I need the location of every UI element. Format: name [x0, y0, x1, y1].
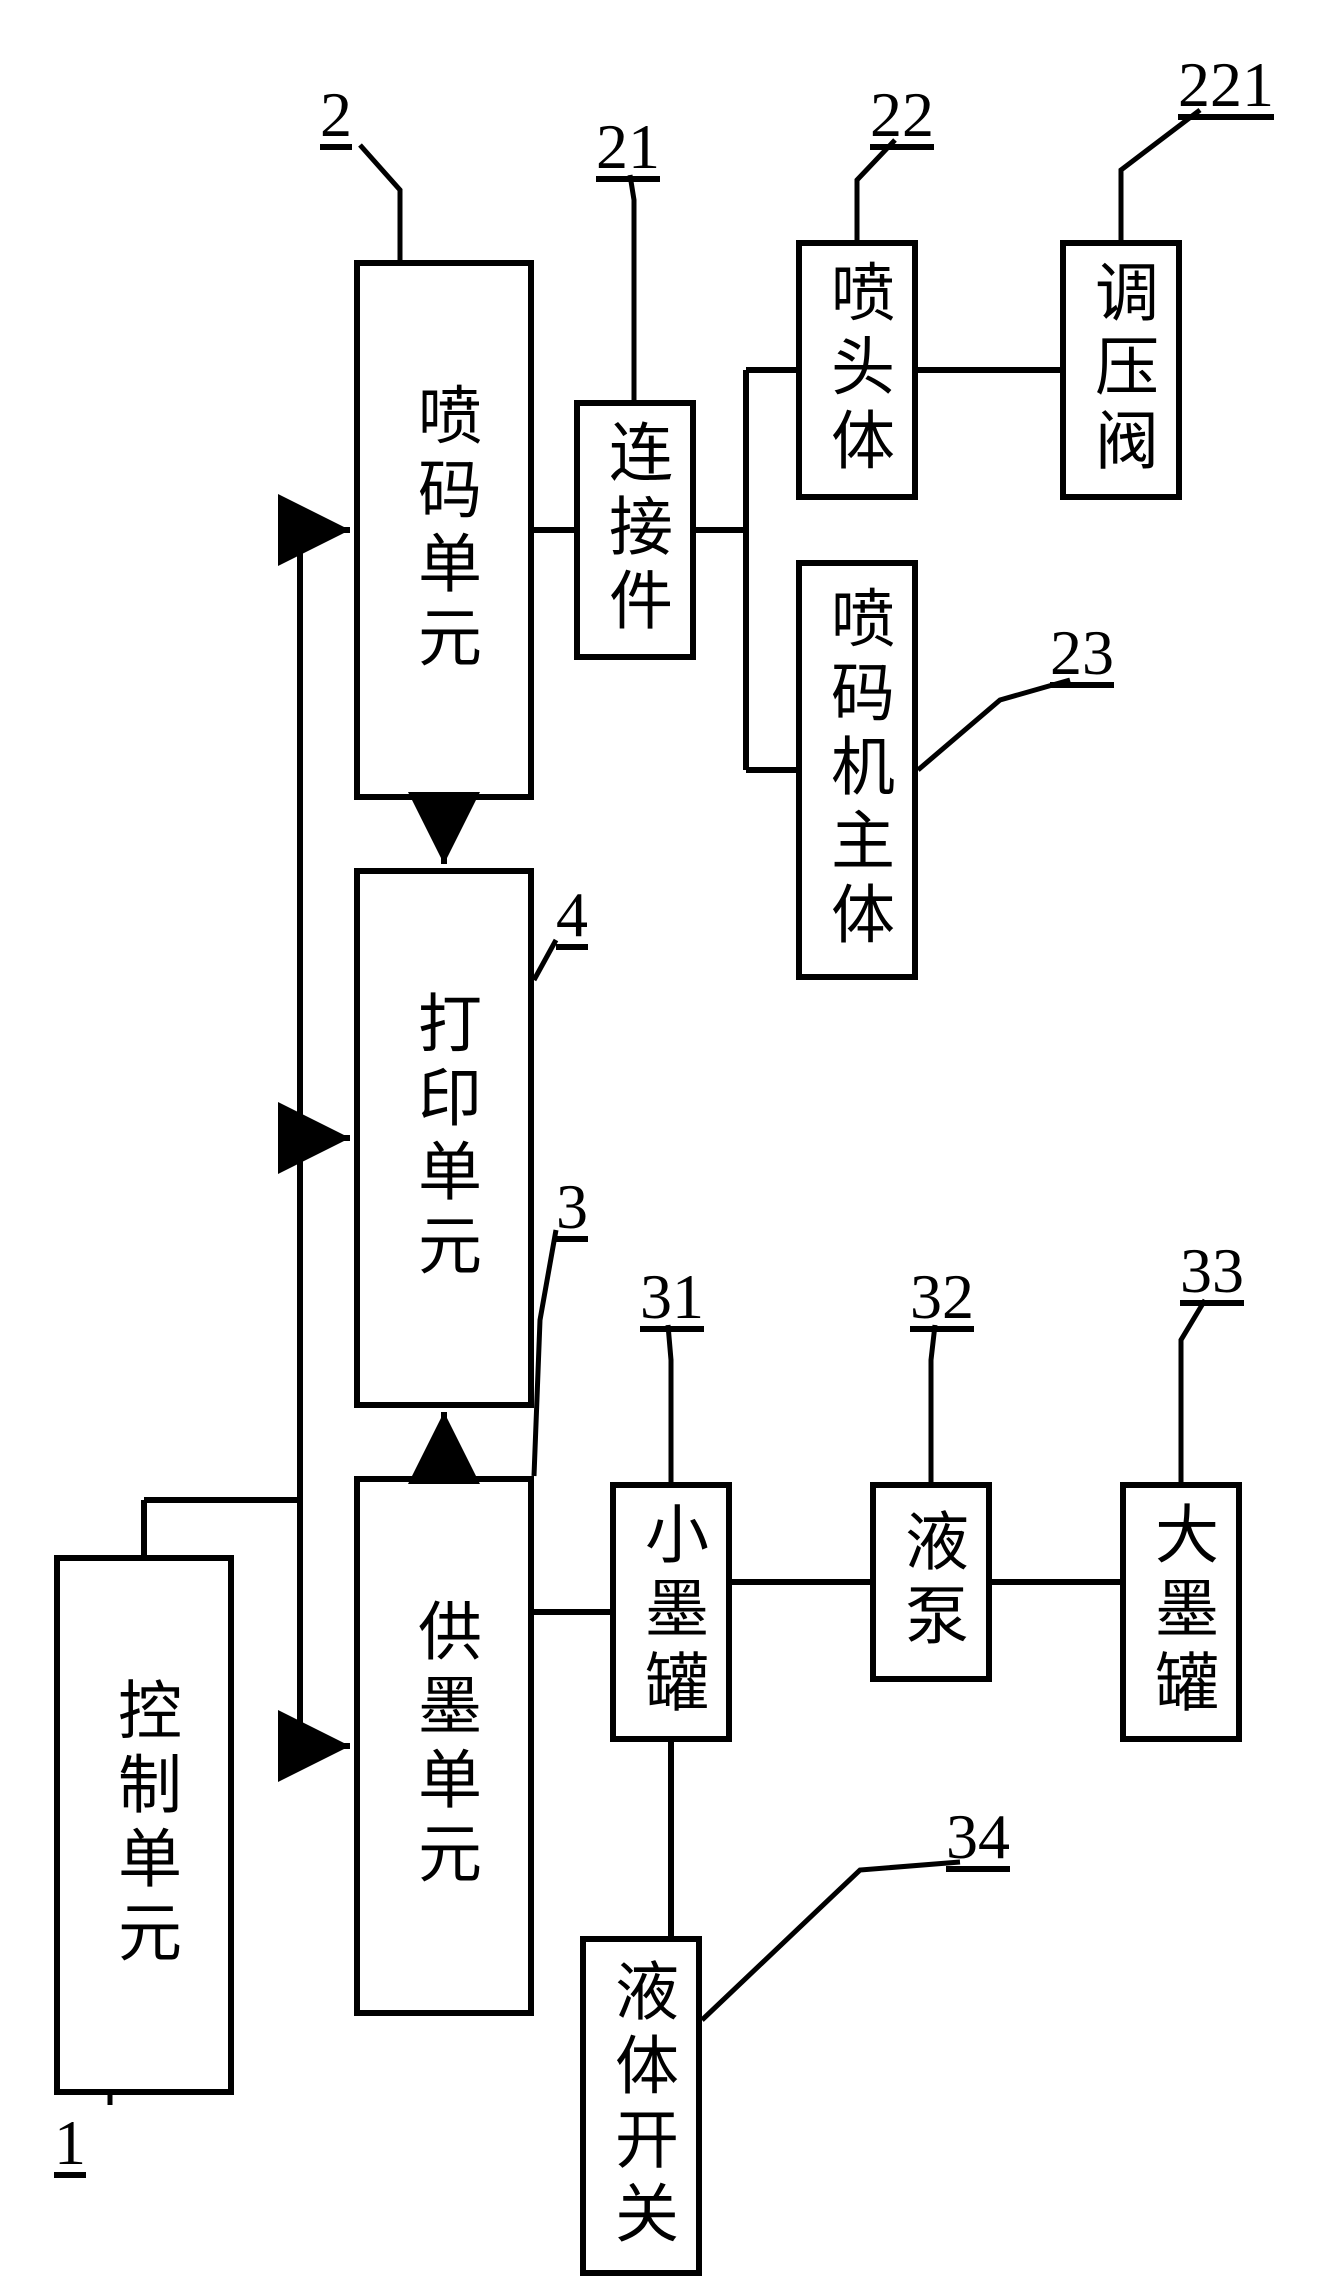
ref-bigtank: 33 — [1180, 1234, 1244, 1308]
ref-smalltank: 31 — [640, 1260, 704, 1334]
node-ink-unit: 供墨单元 — [354, 1476, 534, 2016]
label-head: 喷头体 — [811, 259, 903, 481]
ref-connector: 21 — [596, 110, 660, 184]
ref-spray: 2 — [320, 78, 352, 152]
ref-mainbody: 23 — [1050, 616, 1114, 690]
label-liquidsw: 液体开关 — [595, 1958, 687, 2254]
ref-pump: 32 — [910, 1260, 974, 1334]
node-control-unit: 控制单元 — [54, 1555, 234, 2095]
label-connector: 连接件 — [589, 419, 681, 641]
ref-head: 22 — [870, 78, 934, 152]
ref-valve: 221 — [1178, 48, 1274, 122]
ref-control: 1 — [54, 2106, 86, 2180]
node-mainbody: 喷码机主体 — [796, 560, 918, 980]
label-pump: 液泵 — [885, 1508, 977, 1656]
node-smalltank: 小墨罐 — [610, 1482, 732, 1742]
node-connector: 连接件 — [574, 400, 696, 660]
label-ink-unit: 供墨单元 — [398, 1598, 490, 1894]
label-control-unit: 控制单元 — [98, 1677, 190, 1973]
ref-ink: 3 — [556, 1170, 588, 1244]
node-print-unit: 打印单元 — [354, 868, 534, 1408]
node-valve: 调压阀 — [1060, 240, 1182, 500]
label-smalltank: 小墨罐 — [625, 1501, 717, 1723]
label-mainbody: 喷码机主体 — [811, 585, 903, 955]
ref-liquidsw: 34 — [946, 1800, 1010, 1874]
label-valve: 调压阀 — [1075, 259, 1167, 481]
ref-print: 4 — [556, 878, 588, 952]
node-liquidsw: 液体开关 — [580, 1936, 702, 2276]
label-bigtank: 大墨罐 — [1135, 1501, 1227, 1723]
node-spray-unit: 喷码单元 — [354, 260, 534, 800]
node-pump: 液泵 — [870, 1482, 992, 1682]
label-print-unit: 打印单元 — [398, 990, 490, 1286]
label-spray-unit: 喷码单元 — [398, 382, 490, 678]
node-bigtank: 大墨罐 — [1120, 1482, 1242, 1742]
node-head: 喷头体 — [796, 240, 918, 500]
